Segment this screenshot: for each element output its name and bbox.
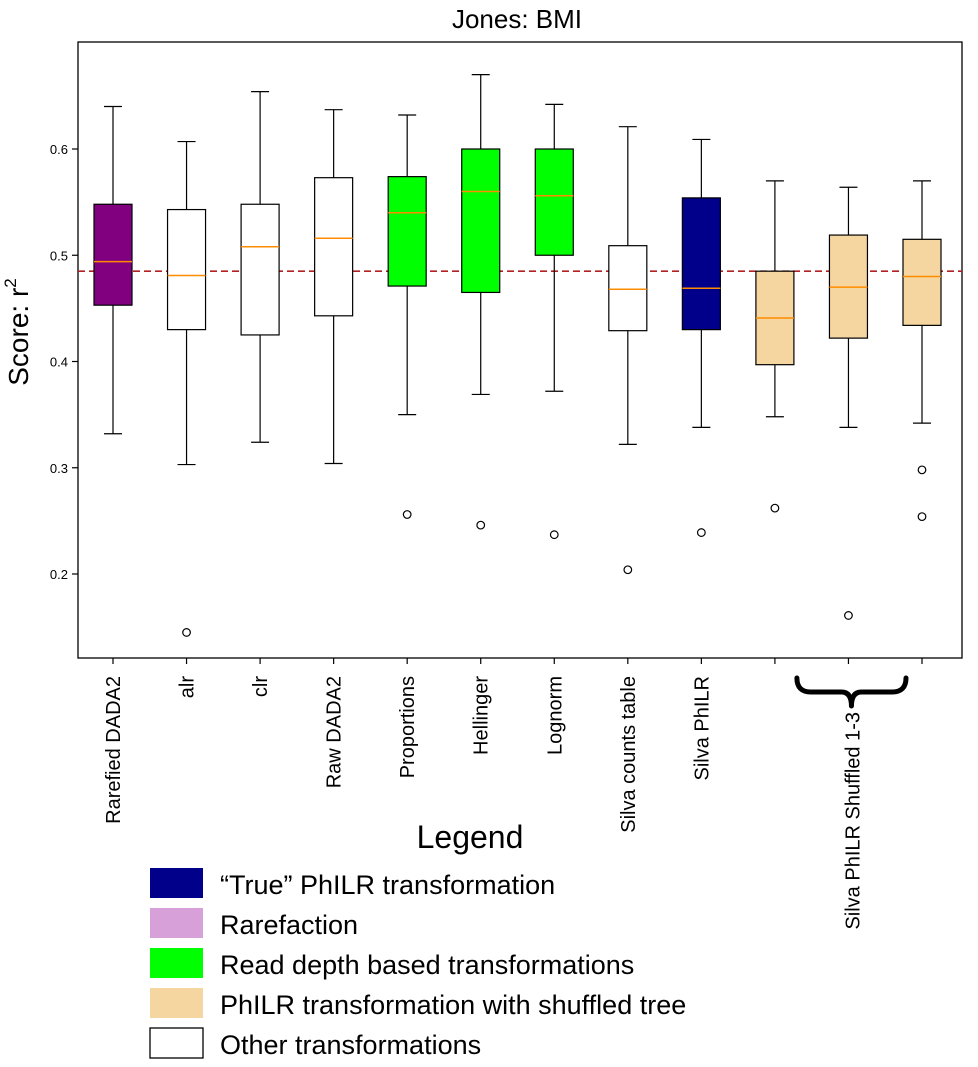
chart-title: Jones: BMI (452, 4, 582, 34)
legend-label: Other transformations (220, 1030, 481, 1060)
outlier-point (549, 530, 559, 540)
outlier-point (770, 503, 780, 513)
legend-label: Rarefaction (220, 910, 358, 940)
legend-swatch (149, 1027, 204, 1059)
outlier-point (476, 520, 486, 530)
group-brace (794, 675, 909, 709)
legend: Legend “True” PhILR transformation Rarefac… (149, 819, 686, 1060)
y-axis-label: Score: r2 (1, 278, 34, 386)
plot-area: 0.2 0.3 0.4 0.5 0.6 Rarefied DADA2 alr clr Raw D… (50, 41, 963, 930)
x-tick-label: Silva counts table (618, 676, 640, 833)
legend-swatch (150, 948, 203, 978)
x-tick-label: Proportions (397, 676, 419, 778)
outlier-point (623, 565, 633, 575)
x-tick-label: Rarefied DADA2 (103, 676, 125, 824)
box (93, 203, 133, 306)
legend-label: Read depth based transformations (220, 950, 634, 980)
outlier-point (402, 510, 412, 519)
outlier-point (844, 611, 853, 620)
x-tick-label: clr (250, 676, 272, 697)
legend-swatch (150, 988, 203, 1018)
box (461, 148, 501, 294)
legend-label: “True” PhILR transformation (220, 870, 555, 900)
y-tick-label: 0.6 (50, 142, 68, 157)
legend-title: Legend (417, 819, 524, 855)
y-tick-label: 0.3 (50, 461, 68, 476)
box (166, 208, 207, 331)
x-tick-label: Hellinger (471, 676, 493, 755)
legend-label: PhILR transformation with shuffled tree (220, 990, 686, 1020)
x-tick-label: Lognorm (544, 676, 566, 755)
y-tick-label: 0.4 (50, 355, 68, 370)
outlier-point (917, 465, 927, 475)
x-tick-label: Raw DADA2 (324, 676, 346, 788)
box (534, 148, 574, 256)
box (387, 176, 427, 287)
outlier-point (696, 528, 706, 537)
box (681, 197, 721, 331)
plot-frame (77, 41, 963, 659)
x-tick-label: alr (177, 676, 199, 699)
box (240, 203, 280, 336)
legend-swatch (150, 868, 203, 898)
outlier-point (917, 512, 927, 522)
y-tick-label: 0.5 (50, 248, 68, 263)
outlier-point (182, 628, 191, 637)
box (608, 245, 648, 332)
box (902, 238, 942, 326)
box (314, 177, 354, 317)
y-tick-label: 0.2 (50, 567, 68, 582)
legend-swatch (150, 908, 203, 938)
x-tick-label: Silva PhILR (691, 676, 713, 781)
group-label: Silva PhILR Shuffled 1-3 (842, 712, 864, 930)
